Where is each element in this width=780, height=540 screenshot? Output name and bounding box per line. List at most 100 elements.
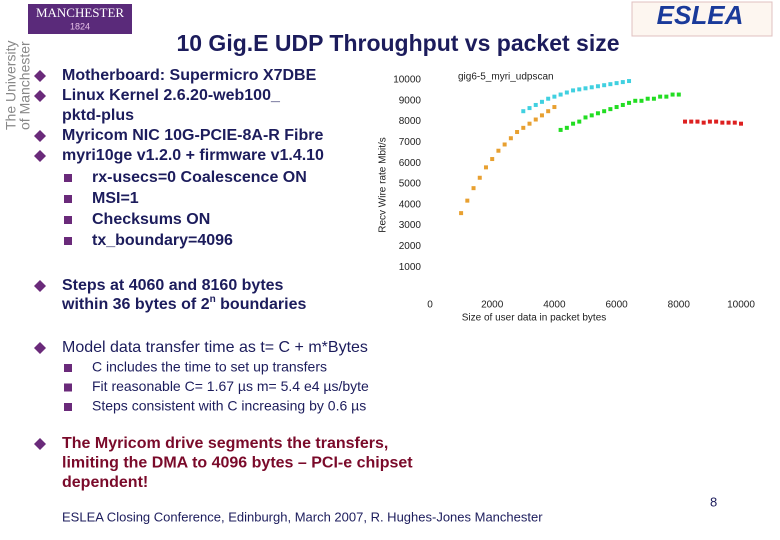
page-number: 8 [710,494,717,509]
point [477,175,482,180]
point [739,121,743,126]
bullet-text: Myricom NIC 10G-PCIE-8A-R Fibre [62,127,323,144]
bullet-text: Motherboard: Supermicro X7DBE [62,67,317,84]
bullet-text: limiting the DMA to 4096 bytes – PCI-e c… [62,455,413,472]
sub-bullet [64,216,72,224]
point [608,107,613,112]
sub-text: MSI=1 [92,190,139,207]
x-tick-label: 2000 [481,300,504,311]
y-tick-label: 7000 [399,137,422,148]
point [602,109,607,114]
point [508,136,513,141]
text-part: within 36 bytes of 2 [61,296,210,313]
point [683,119,688,124]
logo-right: ESLEA [657,0,744,30]
point [732,120,737,125]
point [633,98,638,103]
point [527,121,532,126]
point [571,88,576,93]
point [608,82,613,87]
sub-text: rx-usecs=0 Coalescence ON [92,169,307,186]
point [546,96,551,101]
point [714,119,719,124]
university: The University [3,41,19,130]
point [521,109,526,114]
sub-bullet [64,364,72,372]
point [589,113,594,118]
x-tick-label: 0 [427,300,433,311]
point [527,106,532,111]
sub-bullet [64,383,72,392]
point [670,92,675,97]
point [577,87,582,92]
y-tick-label: 2000 [399,241,422,252]
sub-text: Fit reasonable C= 1.67 µs m= 5.4 e4 µs/b… [92,378,369,394]
chart-title: gig6-5_myri_udpscan [458,72,554,83]
logo-text: MANCHESTER [36,5,124,20]
point [583,86,588,91]
text-part: boundaries [216,296,307,313]
sub-text: tx_boundary=4096 [92,232,233,249]
y-axis-label: Recv Wire rate Mbit/s [378,137,389,233]
bullet-text: Steps at 4060 and 8160 bytes [62,277,284,294]
x-tick-label: 8000 [668,300,691,311]
point [658,94,663,99]
point [695,119,700,124]
point [471,186,476,191]
point [558,92,563,97]
y-tick-label: 6000 [399,158,422,169]
bullet [34,280,46,292]
footer: ESLEA Closing Conference, Edinburgh, Mar… [62,509,543,524]
point [496,148,501,153]
superscript: n [210,294,216,305]
point [651,96,656,101]
bullet [34,90,46,102]
logo-right-box [631,1,773,37]
bullet-text: Model data transfer time as t= C + m*Byt… [62,339,368,356]
point [707,119,712,124]
point [552,94,557,99]
sub-bullet [64,195,72,203]
bullet [34,342,46,354]
y-tick-label: 1000 [399,262,422,273]
point [614,81,619,86]
point [701,120,706,125]
point [627,100,632,105]
point [645,96,650,101]
point [595,111,600,116]
bullet-text: Linux Kernel 2.6.20-web100_ [62,87,281,104]
point [602,83,607,88]
point [521,125,526,130]
point [620,80,625,85]
point [490,157,495,162]
bullet-text: myri10ge v1.2.0 + firmware v1.4.10 [62,147,324,164]
point [595,84,600,89]
point [720,120,725,125]
point [558,127,563,132]
point [546,109,551,114]
x-axis-label: Size of user data in packet bytes [462,313,607,324]
point [533,102,538,107]
y-tick-label: 10000 [393,75,421,86]
x-tick-label: 10000 [727,300,755,311]
sub-text: Steps consistent with C increasing by 0.… [92,398,366,414]
point [726,120,731,125]
point [664,94,669,99]
point [676,92,681,97]
bullet [34,150,46,162]
point [583,115,588,120]
point [459,211,464,216]
point [465,198,470,203]
point [564,90,569,95]
point [564,125,569,130]
point [620,102,625,107]
point [571,121,576,126]
point [589,85,594,90]
bullet [34,130,46,142]
point [627,79,632,84]
y-tick-label: 9000 [399,95,422,106]
x-tick-label: 6000 [605,300,628,311]
y-tick-label: 5000 [399,179,422,190]
